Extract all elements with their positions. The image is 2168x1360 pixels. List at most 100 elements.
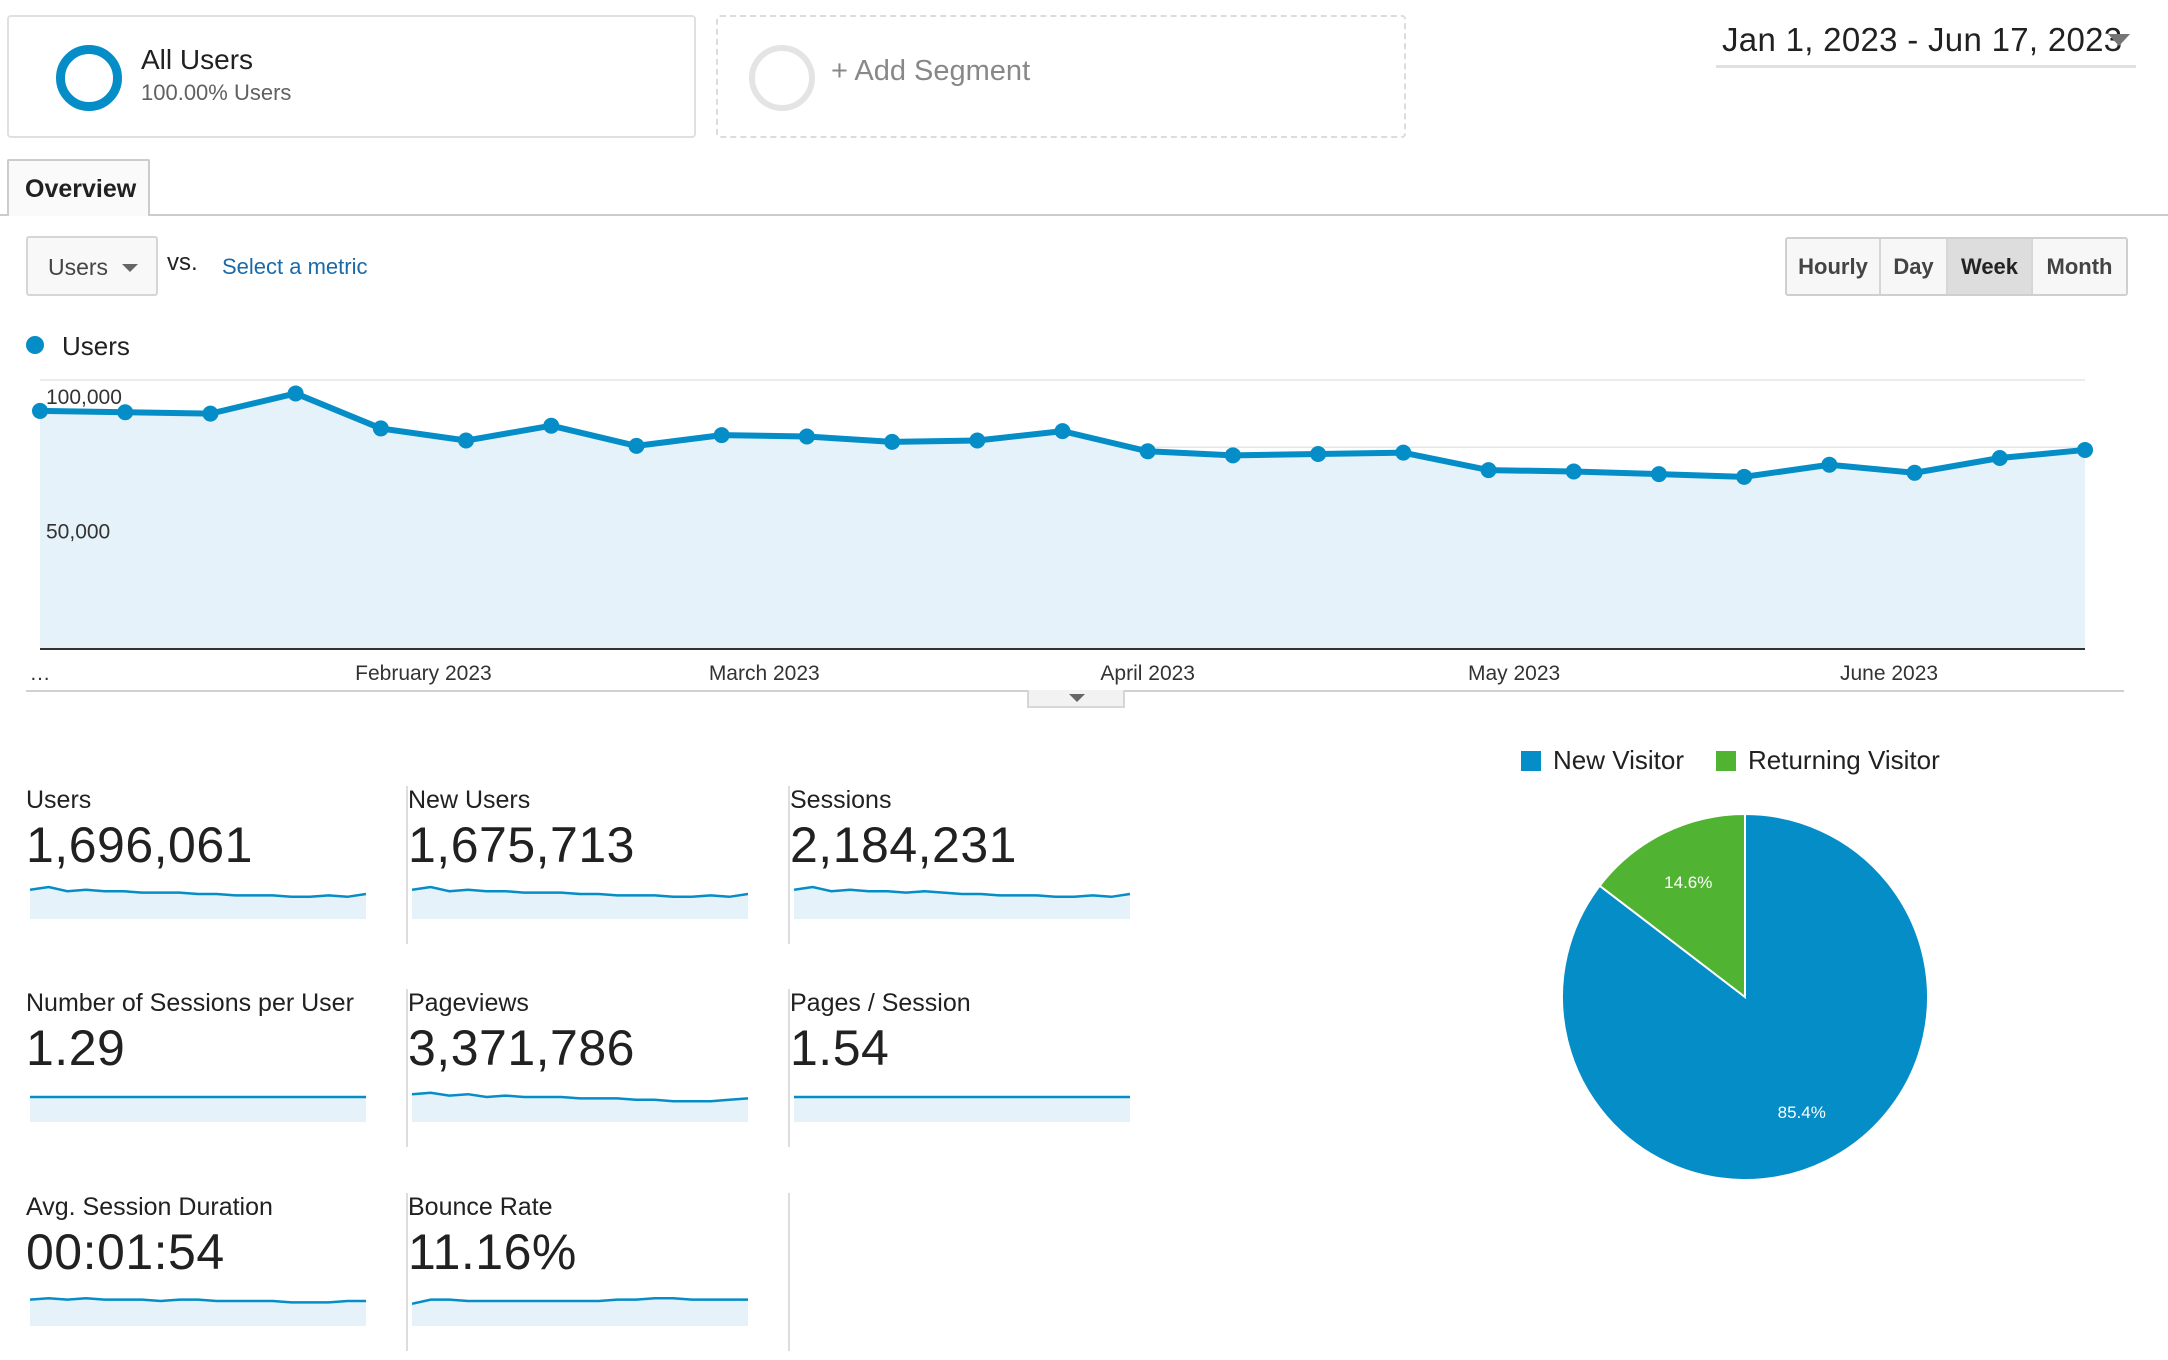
scorecard[interactable]: Bounce Rate 11.16%: [408, 1193, 790, 1351]
day-button[interactable]: Day: [1881, 239, 1948, 294]
users-data-point[interactable]: [1736, 468, 1753, 485]
users-data-point[interactable]: [628, 437, 645, 454]
scorecard-label: Number of Sessions per User: [26, 989, 354, 1017]
scorecard[interactable]: New Users 1,675,713: [408, 786, 790, 944]
y-tick-label: 50,000: [46, 521, 110, 544]
users-data-point[interactable]: [543, 417, 560, 434]
dropdown-caret-icon: [122, 264, 138, 272]
users-data-point[interactable]: [713, 427, 730, 444]
users-data-point[interactable]: [117, 404, 134, 421]
users-data-point[interactable]: [1395, 444, 1412, 461]
week-button[interactable]: Week: [1948, 239, 2033, 294]
users-data-point[interactable]: [1224, 447, 1241, 464]
segment-all-users[interactable]: All Users 100.00% Users: [7, 15, 696, 138]
new-visitor-swatch-icon: [1521, 751, 1541, 771]
segment-ring-icon: [56, 45, 122, 111]
users-data-point[interactable]: [1650, 466, 1667, 483]
scorecard-sparkline: [412, 1091, 748, 1122]
granularity-toggle: Hourly Day Week Month: [1785, 237, 2128, 296]
users-data-point[interactable]: [798, 428, 815, 445]
hourly-button[interactable]: Hourly: [1787, 239, 1881, 294]
select-metric-link[interactable]: Select a metric: [222, 254, 368, 279]
x-tick-label: April 2023: [1100, 662, 1195, 685]
scorecard-sparkline: [412, 885, 748, 919]
date-range-picker[interactable]: Jan 1, 2023 - Jun 17, 2023: [1716, 18, 2136, 68]
scorecard-sparkline: [30, 1296, 366, 1326]
users-line-chart: 100,000 50,000 … February 2023 March 2023 Apr…: [30, 379, 2093, 685]
x-tick-label: March 2023: [709, 662, 820, 685]
sparkline-area: [794, 1097, 1130, 1122]
scorecard-value: 2,184,231: [790, 817, 1017, 873]
scorecard-value: 3,371,786: [408, 1020, 635, 1076]
month-button[interactable]: Month: [2033, 239, 2126, 294]
scorecard-value: 11.16%: [408, 1224, 577, 1280]
visitor-type-pie-chart: 85.4% 14.6%: [1561, 812, 1929, 1181]
scorecard[interactable]: Users 1,696,061: [26, 786, 408, 944]
scorecard-label: Pages / Session: [790, 989, 971, 1017]
tab-overview[interactable]: Overview: [7, 159, 150, 216]
scorecard-divider: [406, 786, 408, 944]
users-data-point[interactable]: [969, 432, 986, 449]
users-data-point[interactable]: [1054, 423, 1071, 440]
pie-slice-label: 85.4%: [1778, 1103, 1826, 1122]
users-data-point[interactable]: [1565, 463, 1582, 480]
users-data-point[interactable]: [1139, 443, 1156, 460]
sparkline-area: [30, 1298, 366, 1326]
users-data-point[interactable]: [1310, 445, 1327, 462]
users-data-point[interactable]: [372, 420, 389, 437]
date-range-text: Jan 1, 2023 - Jun 17, 2023: [1722, 21, 2123, 58]
users-data-point[interactable]: [1991, 450, 2008, 467]
x-tick-label: …: [30, 662, 51, 685]
chevron-down-icon: [2108, 34, 2130, 46]
users-data-point[interactable]: [32, 402, 48, 419]
chevron-down-icon: [1069, 694, 1085, 702]
scorecard-divider: [788, 1193, 790, 1351]
add-segment-button[interactable]: + Add Segment: [716, 15, 1406, 138]
scorecard[interactable]: Pageviews 3,371,786: [408, 989, 790, 1147]
collapse-chart-toggle[interactable]: [1027, 690, 1125, 708]
sparkline-line: [30, 885, 366, 899]
scorecard-divider: [788, 786, 790, 944]
pie-slice-label: 14.6%: [1664, 873, 1712, 892]
users-data-point[interactable]: [884, 433, 901, 450]
x-tick-label: February 2023: [355, 662, 492, 685]
segment-placeholder-ring-icon: [749, 45, 815, 111]
pie-slice[interactable]: [1598, 812, 1746, 1000]
scorecard-label: Avg. Session Duration: [26, 1193, 273, 1221]
segment-subtitle: 100.00% Users: [141, 80, 292, 105]
users-data-point[interactable]: [458, 432, 475, 449]
users-data-point[interactable]: [1821, 456, 1838, 473]
scorecard[interactable]: Pages / Session 1.54: [790, 989, 1172, 1147]
sparkline-line: [412, 885, 748, 899]
sparkline-area: [412, 1092, 748, 1122]
users-data-point[interactable]: [1480, 462, 1497, 479]
users-data-point[interactable]: [1906, 464, 1923, 481]
sparkline-line: [794, 885, 1130, 899]
metric-dropdown[interactable]: Users: [26, 236, 158, 296]
scorecard-divider: [406, 989, 408, 1147]
x-tick-label: June 2023: [1840, 662, 1938, 685]
scorecard[interactable]: Number of Sessions per User 1.29: [26, 989, 408, 1147]
scorecard-label: Bounce Rate: [408, 1193, 553, 1221]
pie-legend-returning-visitor: Returning Visitor: [1716, 745, 1940, 776]
scorecard[interactable]: Sessions 2,184,231: [790, 786, 1172, 944]
scorecard[interactable]: Avg. Session Duration 00:01:54: [26, 1193, 408, 1351]
scorecard-value: 1.29: [26, 1020, 126, 1076]
scorecard-value: 1,696,061: [26, 817, 253, 873]
sparkline-line: [412, 1296, 748, 1306]
scorecard-label: Users: [26, 786, 92, 814]
scorecard-value: 00:01:54: [26, 1224, 225, 1280]
add-segment-label: + Add Segment: [831, 55, 1031, 87]
users-data-point[interactable]: [202, 405, 219, 422]
sparkline-area: [412, 1298, 748, 1326]
vs-label: vs.: [167, 249, 198, 276]
users-data-point[interactable]: [2077, 441, 2093, 458]
users-data-point[interactable]: [287, 385, 304, 402]
scorecard-sparkline: [794, 1095, 1130, 1122]
y-tick-label: 100,000: [46, 386, 122, 409]
segment-title: All Users: [141, 44, 254, 75]
returning-visitor-swatch-icon: [1716, 751, 1736, 771]
scorecard-label: Pageviews: [408, 989, 529, 1017]
pie-legend-label: New Visitor: [1553, 745, 1685, 775]
scorecard-label: New Users: [408, 786, 531, 814]
